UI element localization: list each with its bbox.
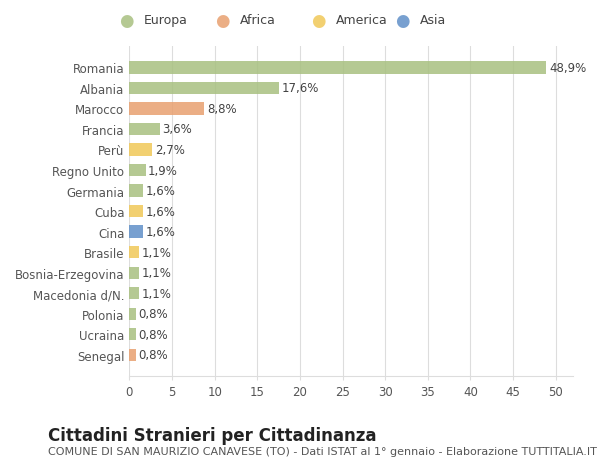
Text: 1,1%: 1,1%: [141, 246, 171, 259]
Text: America: America: [336, 14, 388, 27]
Bar: [130, 144, 152, 157]
Text: 1,9%: 1,9%: [148, 164, 178, 177]
Text: 0,8%: 0,8%: [139, 328, 169, 341]
Bar: [130, 267, 139, 279]
Bar: [130, 246, 139, 259]
Text: 48,9%: 48,9%: [549, 62, 586, 75]
Bar: [130, 308, 136, 320]
Text: Europa: Europa: [144, 14, 188, 27]
Bar: [130, 103, 205, 115]
Text: 3,6%: 3,6%: [163, 123, 193, 136]
Text: Cittadini Stranieri per Cittadinanza: Cittadini Stranieri per Cittadinanza: [48, 426, 377, 444]
Bar: [130, 83, 280, 95]
Text: 0,8%: 0,8%: [139, 308, 169, 320]
Bar: [130, 185, 143, 197]
Bar: [130, 164, 146, 177]
Text: 8,8%: 8,8%: [207, 103, 236, 116]
Text: ●: ●: [311, 11, 325, 30]
Bar: [130, 349, 136, 361]
Text: COMUNE DI SAN MAURIZIO CANAVESE (TO) - Dati ISTAT al 1° gennaio - Elaborazione T: COMUNE DI SAN MAURIZIO CANAVESE (TO) - D…: [48, 446, 597, 456]
Text: 1,1%: 1,1%: [141, 287, 171, 300]
Text: ●: ●: [119, 11, 133, 30]
Bar: [130, 206, 143, 218]
Text: 1,6%: 1,6%: [146, 226, 175, 239]
Text: ●: ●: [215, 11, 229, 30]
Text: Africa: Africa: [240, 14, 276, 27]
Bar: [130, 123, 160, 136]
Text: 1,6%: 1,6%: [146, 185, 175, 198]
Text: ●: ●: [395, 11, 409, 30]
Bar: [130, 328, 136, 341]
Bar: [130, 287, 139, 300]
Text: 17,6%: 17,6%: [282, 82, 319, 95]
Bar: [130, 226, 143, 238]
Text: 1,6%: 1,6%: [146, 205, 175, 218]
Text: 2,7%: 2,7%: [155, 144, 185, 157]
Bar: [130, 62, 547, 74]
Text: 1,1%: 1,1%: [141, 267, 171, 280]
Text: Asia: Asia: [420, 14, 446, 27]
Text: 0,8%: 0,8%: [139, 348, 169, 362]
